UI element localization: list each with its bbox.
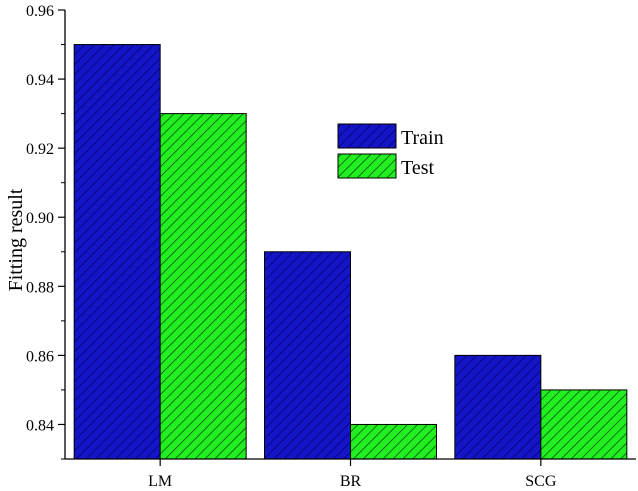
axes-group: 0.84 0.86 0.88 0.90 0.92 0.94 0.96 LM BR SCG [26,3,636,490]
y-tick-label: 0.90 [26,210,54,227]
y-axis-title: Fitting result [5,188,27,291]
y-tick-label: 0.84 [26,417,54,434]
legend-label-train: Train [401,127,444,149]
y-tick-label: 0.88 [26,279,54,296]
bar-test-br [350,423,437,460]
x-tick-label-lm: LM [148,473,172,490]
legend-swatch-test [337,153,397,179]
y-tick-label: 0.92 [26,141,54,158]
bar-test-lm [159,113,247,460]
bars-group [73,44,628,460]
x-tick-label-br: BR [340,473,362,490]
y-tick-label: 0.86 [26,348,54,365]
legend-swatch-train [337,123,397,149]
bar-train-lm [73,44,161,460]
bar-train-scg [454,354,542,460]
y-tick-label: 0.94 [26,72,54,89]
bar-test-scg [540,389,628,460]
legend-label-test: Test [401,157,434,179]
y-tick-label: 0.96 [26,3,54,20]
x-tick-label-scg: SCG [525,473,557,490]
legend: Train Test [336,119,452,184]
bar-train-br [264,251,351,460]
